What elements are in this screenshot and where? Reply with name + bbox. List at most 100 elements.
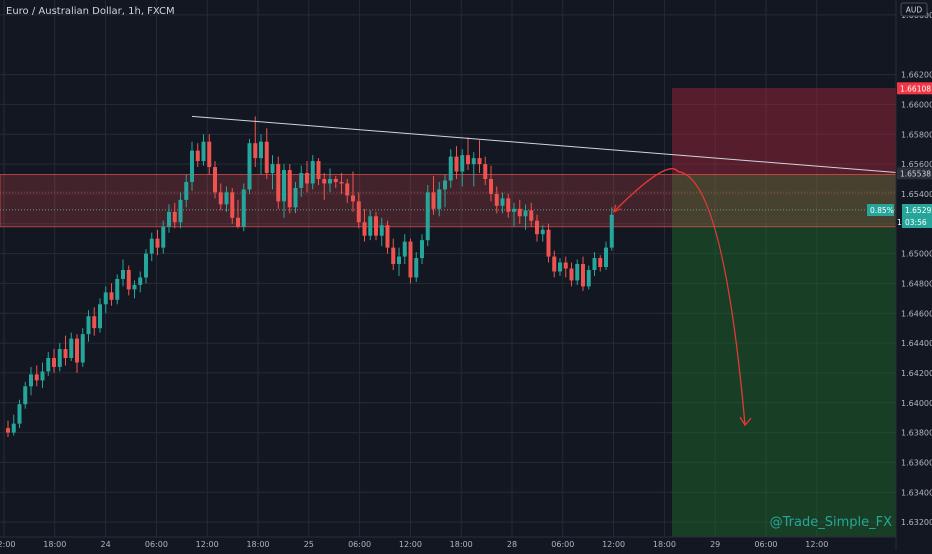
y-tick-label: 1.64600 bbox=[901, 309, 932, 318]
candle-body bbox=[420, 240, 424, 259]
candle-body bbox=[512, 208, 516, 212]
candle-body bbox=[46, 358, 51, 372]
x-tick-label: 29 bbox=[710, 540, 720, 549]
x-tick-label: 12:00 bbox=[196, 540, 219, 549]
candle-body bbox=[305, 173, 309, 184]
candle-body bbox=[604, 247, 608, 268]
candle-body bbox=[437, 189, 442, 209]
candle-body bbox=[552, 256, 557, 272]
candle-body bbox=[34, 374, 39, 381]
candle-body bbox=[259, 141, 263, 159]
candle-body bbox=[460, 155, 465, 172]
candle-body bbox=[586, 269, 591, 287]
candle-body bbox=[138, 277, 143, 285]
y-tick-label: 1.63800 bbox=[901, 429, 932, 438]
candle-body bbox=[241, 189, 246, 227]
y-tick-label: 1.65400 bbox=[901, 190, 932, 199]
candle-body bbox=[121, 269, 125, 279]
y-tick-label: 1.64000 bbox=[901, 399, 932, 408]
candle-body bbox=[523, 210, 528, 217]
candle-body bbox=[385, 225, 390, 248]
x-tick-label: 18:00 bbox=[43, 540, 66, 549]
candle-body bbox=[425, 192, 430, 241]
candle-body bbox=[115, 278, 120, 300]
candle-body bbox=[230, 192, 235, 218]
candle-body bbox=[213, 167, 217, 193]
current-label-prefix: 1 bbox=[897, 218, 902, 227]
candle-body bbox=[529, 210, 534, 221]
candle-body bbox=[356, 201, 361, 223]
resistance-zone bbox=[0, 174, 897, 228]
drawings[interactable] bbox=[191, 115, 897, 427]
x-tick-label: 25 bbox=[304, 540, 314, 549]
descending-trendline bbox=[191, 115, 897, 173]
y-tick-label: 1.66000 bbox=[901, 100, 932, 109]
candle-body bbox=[236, 217, 240, 227]
candle-body bbox=[92, 316, 97, 329]
candle-body bbox=[6, 428, 10, 433]
y-tick-label: 1.63600 bbox=[901, 458, 932, 467]
candle-body bbox=[29, 374, 33, 387]
x-tick-label: 18:00 bbox=[450, 540, 473, 549]
candle-body bbox=[328, 179, 332, 184]
candle-body bbox=[431, 192, 436, 209]
projection-arrowhead bbox=[739, 416, 752, 427]
candle-body bbox=[569, 268, 574, 281]
change-pct-badge-bg bbox=[867, 204, 894, 217]
take-profit-zone bbox=[672, 174, 896, 537]
candle-body bbox=[374, 216, 378, 236]
y-tick-label: 1.63200 bbox=[901, 518, 932, 527]
candle-body bbox=[351, 195, 355, 202]
y-tick-label: 1.65800 bbox=[901, 130, 932, 139]
candle-body bbox=[98, 304, 102, 329]
x-tick-label: 12:00 bbox=[602, 540, 625, 549]
chart-title: Euro / Australian Dollar, 1h, FXCM bbox=[6, 6, 175, 17]
candle-body bbox=[103, 292, 108, 305]
candle-body bbox=[23, 386, 28, 405]
candle-body bbox=[402, 241, 407, 257]
candle-body bbox=[132, 284, 137, 290]
currency-box bbox=[900, 2, 928, 17]
candle-body bbox=[506, 198, 511, 212]
x-tick-label: 12:00 bbox=[805, 540, 828, 549]
candle-body bbox=[592, 258, 597, 270]
candle-body bbox=[190, 150, 194, 182]
candle-body bbox=[40, 371, 45, 381]
candle-body bbox=[575, 264, 580, 281]
candle-body bbox=[414, 258, 419, 278]
countdown-badge: 03:56 bbox=[905, 218, 927, 227]
candle-body bbox=[397, 256, 401, 265]
candle-body bbox=[149, 238, 154, 254]
candle-body bbox=[339, 181, 344, 184]
candle-body bbox=[310, 161, 315, 184]
x-tick-label: 18:00 bbox=[246, 540, 269, 549]
x-tick-label: 28 bbox=[507, 540, 517, 549]
candle-body bbox=[247, 143, 252, 190]
candle-body bbox=[558, 262, 562, 272]
candle-body bbox=[333, 179, 338, 182]
candle-body bbox=[126, 269, 131, 290]
current-price-badge: 1.65292 bbox=[905, 206, 932, 215]
candle-body bbox=[282, 170, 286, 202]
candle-body bbox=[581, 264, 585, 287]
candle-body bbox=[471, 158, 476, 165]
x-tick-label: 06:00 bbox=[145, 540, 168, 549]
x-tick-label: 12:00 bbox=[399, 540, 422, 549]
candle-body bbox=[184, 181, 189, 200]
currency-label: AUD bbox=[906, 6, 923, 15]
entry-price-badge: 1.65538 bbox=[900, 169, 931, 178]
candle-body bbox=[178, 199, 183, 223]
countdown-badge-bg bbox=[902, 216, 932, 229]
candle-body bbox=[408, 241, 413, 278]
change-pct-badge: 0.85% bbox=[870, 206, 894, 215]
y-tick-label: 1.64800 bbox=[901, 279, 932, 288]
candle-body bbox=[500, 198, 505, 206]
candle-body bbox=[391, 247, 396, 265]
x-tick-label: 06:00 bbox=[348, 540, 371, 549]
candle-body bbox=[161, 226, 166, 248]
candle-body bbox=[535, 220, 539, 235]
x-tick-label: 12:00 bbox=[0, 540, 16, 549]
watermark-text: @Trade_Simple_FX bbox=[770, 515, 892, 530]
